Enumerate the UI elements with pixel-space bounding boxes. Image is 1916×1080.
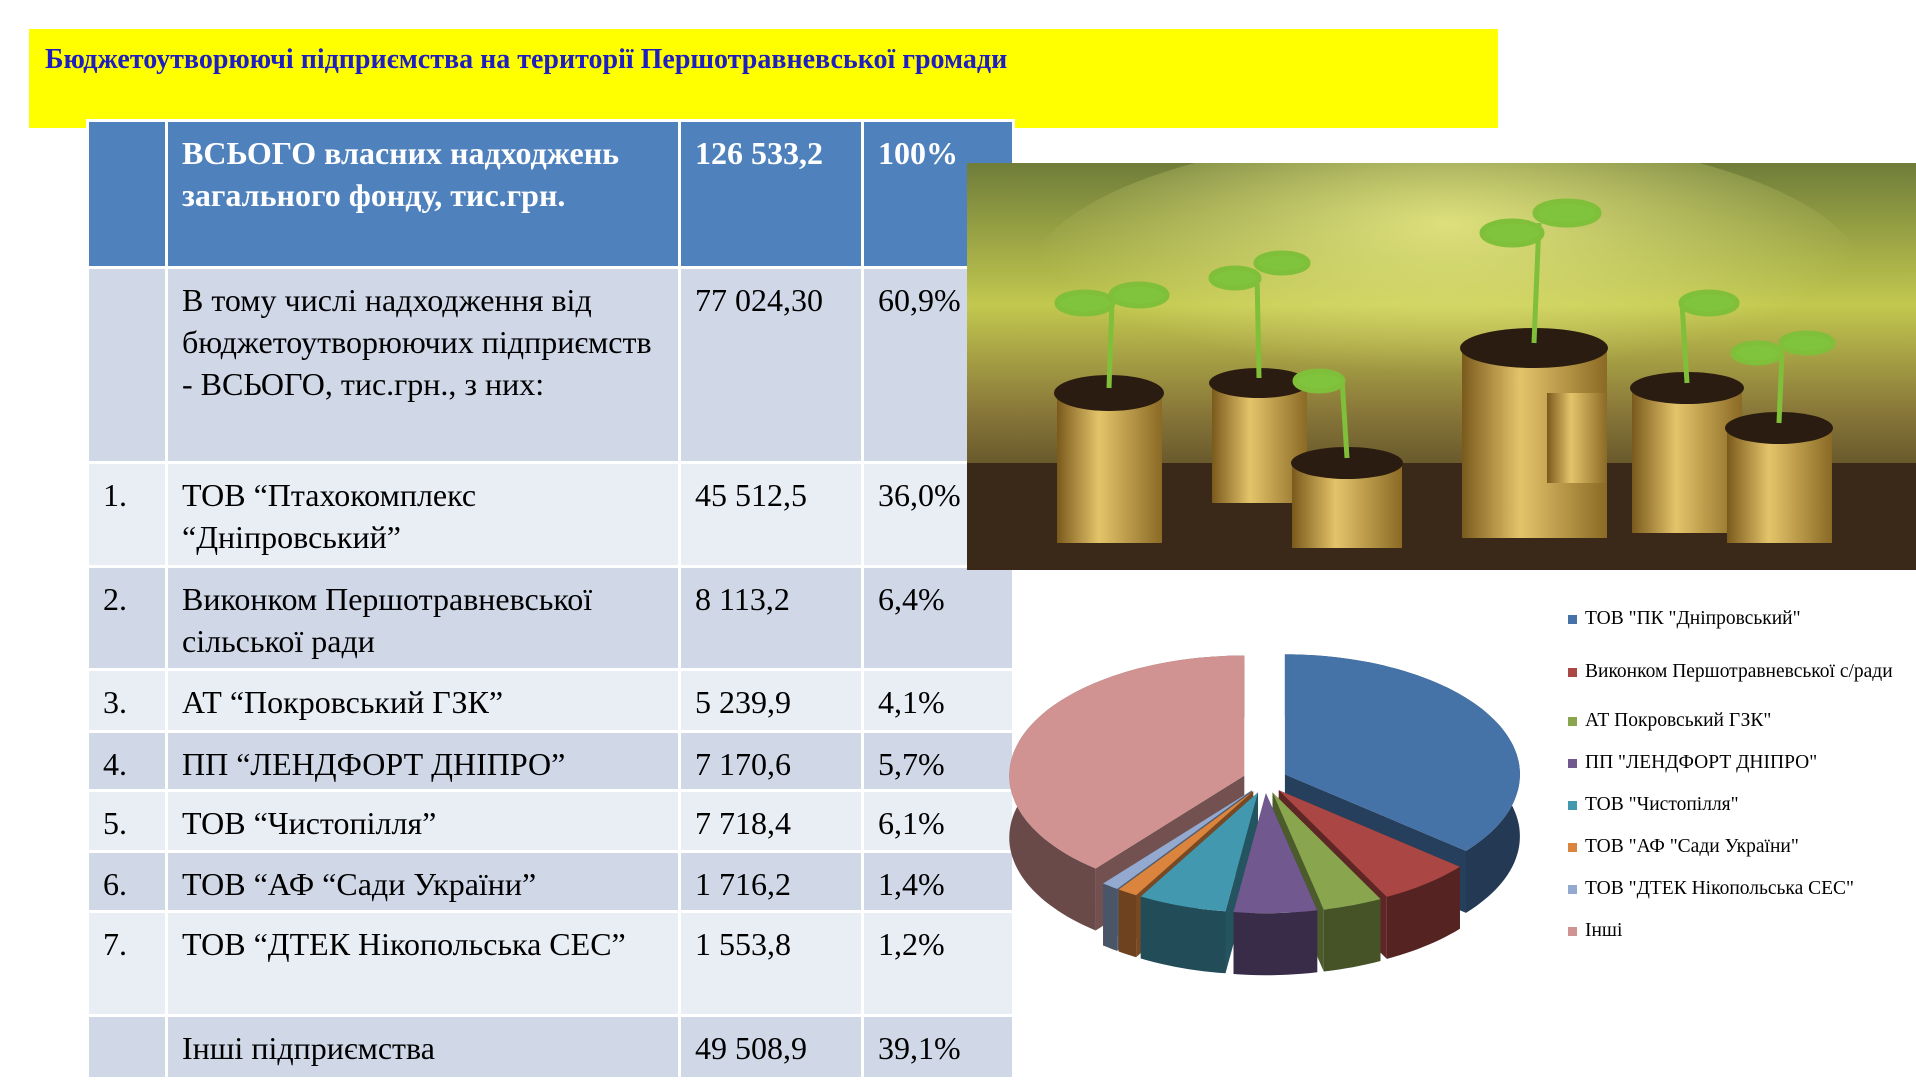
row-number: 1. bbox=[86, 461, 168, 568]
row-number bbox=[86, 266, 168, 464]
row-amount: 7 170,6 bbox=[678, 730, 864, 792]
row-number: 5. bbox=[86, 789, 168, 853]
row-number: 2. bbox=[86, 565, 168, 671]
legend-label: ТОВ "Чистопілля" bbox=[1585, 794, 1739, 815]
budget-table: ВСЬОГО власних надходжень загального фон… bbox=[86, 119, 1015, 1080]
pie-chart bbox=[1009, 654, 1520, 976]
row-amount: 49 508,9 bbox=[678, 1014, 864, 1080]
legend-label: ПП "ЛЕНДФОРТ ДНІПРО" bbox=[1585, 752, 1818, 773]
pie-slice bbox=[1233, 793, 1318, 976]
row-name: ПП “ЛЕНДФОРТ ДНІПРО” bbox=[165, 730, 681, 792]
pie-slice-side bbox=[1140, 896, 1226, 974]
pie-slice-top bbox=[1009, 655, 1245, 869]
row-share: 6,1% bbox=[861, 789, 1015, 853]
table-row: 1. ТОВ “Птахокомплекс “Дніпровський” 45 51… bbox=[86, 461, 1015, 568]
slide-title: Бюджетоутворюючі підприємства на територ… bbox=[45, 44, 1008, 75]
row-name: Виконком Першотравневської сільської рад… bbox=[165, 565, 681, 671]
coins-photo bbox=[967, 163, 1916, 570]
row-share: 6,4% bbox=[861, 565, 1015, 671]
row-name: ТОВ “Чистопілля” bbox=[165, 789, 681, 853]
row-amount: 1 553,8 bbox=[678, 910, 864, 1017]
row-name: АТ “Покровський ГЗК” bbox=[165, 668, 681, 733]
legend-label: ТОВ "АФ "Сади України" bbox=[1585, 836, 1799, 857]
legend-swatch bbox=[1568, 885, 1577, 894]
title-banner bbox=[29, 29, 1498, 128]
row-number bbox=[86, 119, 168, 269]
legend-swatch bbox=[1568, 759, 1577, 768]
pie-slice-top bbox=[1284, 654, 1520, 851]
table-row: 2. Виконком Першотравневської сільської р… bbox=[86, 565, 1015, 671]
legend-label: АТ Покровський ГЗК" bbox=[1585, 710, 1772, 731]
row-share: 5,7% bbox=[861, 730, 1015, 792]
pie-slice-side bbox=[1386, 866, 1460, 959]
table-row: ВСЬОГО власних надходжень загального фон… bbox=[86, 119, 1015, 269]
legend-swatch bbox=[1568, 668, 1577, 677]
row-share: 39,1% bbox=[861, 1014, 1015, 1080]
row-number: 6. bbox=[86, 850, 168, 913]
legend-swatch bbox=[1568, 843, 1577, 852]
legend-label: ТОВ "ДТЕК Нікопольська СЕС" bbox=[1585, 878, 1855, 899]
table-row: 3. АТ “Покровський ГЗК” 5 239,9 4,1% bbox=[86, 668, 1015, 733]
pie-slice-side bbox=[1118, 889, 1137, 958]
row-amount: 8 113,2 bbox=[678, 565, 864, 671]
row-amount: 7 718,4 bbox=[678, 789, 864, 853]
row-amount: 77 024,30 bbox=[678, 266, 864, 464]
table-row: 7. ТОВ “ДТЕК Нікопольська СЕС” 1 553,8 1,2% bbox=[86, 910, 1015, 1017]
table-row: 6. ТОВ “АФ “Сади України” 1 716,2 1,4% bbox=[86, 850, 1015, 913]
row-name: ВСЬОГО власних надходжень загального фон… bbox=[165, 119, 681, 269]
pie-slice-top bbox=[1140, 792, 1258, 912]
row-name: В тому числі надходження від бюджетоутво… bbox=[165, 266, 681, 464]
row-name: ТОВ “АФ “Сади України” bbox=[165, 850, 681, 913]
row-amount: 1 716,2 bbox=[678, 850, 864, 913]
pie-slice-top bbox=[1233, 793, 1318, 914]
row-amount: 5 239,9 bbox=[678, 668, 864, 733]
pie-slice-top bbox=[1118, 791, 1254, 896]
table-row: В тому числі надходження від бюджетоутво… bbox=[86, 266, 1015, 464]
pie-slice-side bbox=[1233, 910, 1318, 976]
pie-slice-top bbox=[1103, 790, 1252, 889]
legend-swatch bbox=[1568, 615, 1577, 624]
table-row: Інші підприємства 49 508,9 39,1% bbox=[86, 1014, 1015, 1080]
legend-swatch bbox=[1568, 927, 1577, 936]
table-row: 5. ТОВ “Чистопілля” 7 718,4 6,1% bbox=[86, 789, 1015, 853]
pie-slice-top bbox=[1272, 792, 1381, 910]
legend-label: Інші bbox=[1585, 920, 1623, 941]
row-number: 7. bbox=[86, 910, 168, 1017]
pie-slice-side bbox=[1323, 899, 1381, 972]
legend-label: ТОВ "ПК "Дніпровський" bbox=[1585, 608, 1801, 629]
legend-swatch bbox=[1568, 801, 1577, 810]
legend-swatch bbox=[1568, 717, 1577, 726]
pie-slice-side bbox=[1103, 883, 1118, 951]
row-name: ТОВ “ДТЕК Нікопольська СЕС” bbox=[165, 910, 681, 1017]
row-name: ТОВ “Птахокомплекс “Дніпровський” bbox=[165, 461, 681, 568]
row-number: 3. bbox=[86, 668, 168, 733]
pie-slice bbox=[1140, 792, 1258, 974]
row-number: 4. bbox=[86, 730, 168, 792]
pie-slice-top bbox=[1278, 790, 1460, 897]
row-number bbox=[86, 1014, 168, 1080]
row-share: 4,1% bbox=[861, 668, 1015, 733]
row-amount: 45 512,5 bbox=[678, 461, 864, 568]
row-name: Інші підприємства bbox=[165, 1014, 681, 1080]
legend-label: Виконком Першотравневської с/ради bbox=[1585, 661, 1893, 682]
row-amount: 126 533,2 bbox=[678, 119, 864, 269]
row-share: 1,4% bbox=[861, 850, 1015, 913]
table-row: 4. ПП “ЛЕНДФОРТ ДНІПРО” 7 170,6 5,7% bbox=[86, 730, 1015, 792]
row-share: 1,2% bbox=[861, 910, 1015, 1017]
